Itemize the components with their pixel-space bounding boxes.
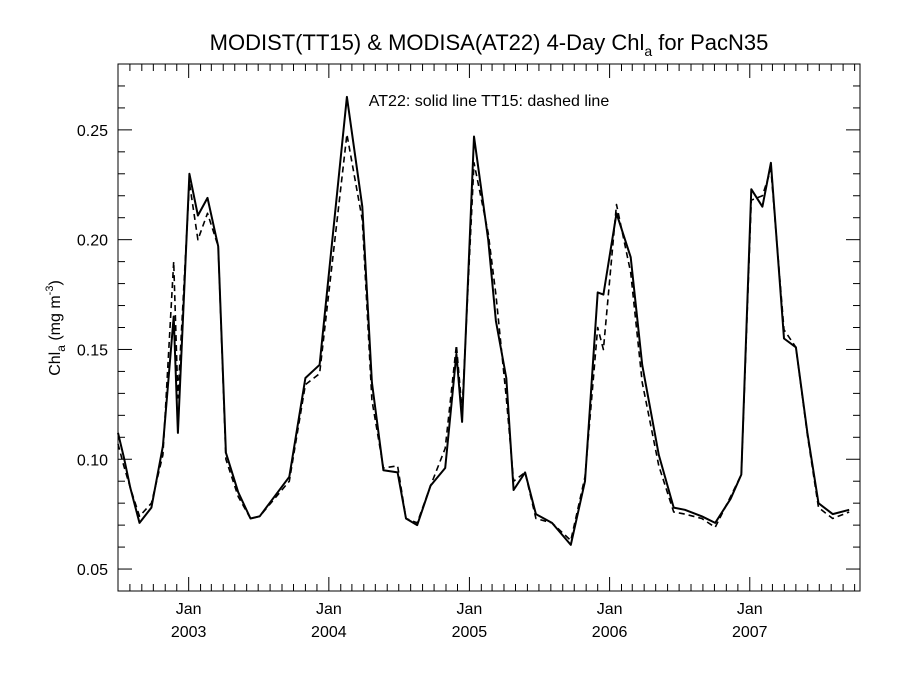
x-tick-label-month: Jan [316, 601, 342, 618]
x-tick-label-month: Jan [737, 601, 763, 618]
y-axis-ticks: 0.05 0.10 0.15 0.20 0.25 [77, 63, 860, 579]
series-layer [117, 95, 850, 546]
chart-title: MODIST(TT15) & MODISA(AT22) 4-Day Chla f… [210, 30, 769, 59]
x-tick-label-month: Jan [176, 601, 202, 618]
series-line-tt15 [117, 133, 850, 542]
x-tick-label-month: Jan [597, 601, 623, 618]
y-tick-label: 0.15 [77, 342, 108, 359]
x-axis-ticks: Jan 2003 Jan 2004 Jan 2005 Jan 2006 Jan 2007 [117, 64, 856, 641]
x-tick-label-year: 2005 [452, 624, 488, 641]
x-tick-label-month: Jan [457, 601, 483, 618]
series-line-at22 [117, 95, 850, 546]
x-tick-label-year: 2007 [732, 624, 768, 641]
x-tick-label-year: 2004 [311, 624, 347, 641]
y-axis-label: Chla (mg m-3) [44, 280, 68, 376]
x-tick-label-year: 2003 [171, 624, 207, 641]
chart-annotation: AT22: solid line TT15: dashed line [369, 93, 610, 110]
y-tick-label: 0.25 [77, 123, 108, 140]
plot-frame [117, 63, 861, 592]
y-tick-label: 0.10 [77, 452, 108, 469]
y-tick-label: 0.05 [77, 562, 108, 579]
x-tick-label-year: 2006 [592, 624, 628, 641]
y-tick-label: 0.20 [77, 233, 108, 250]
